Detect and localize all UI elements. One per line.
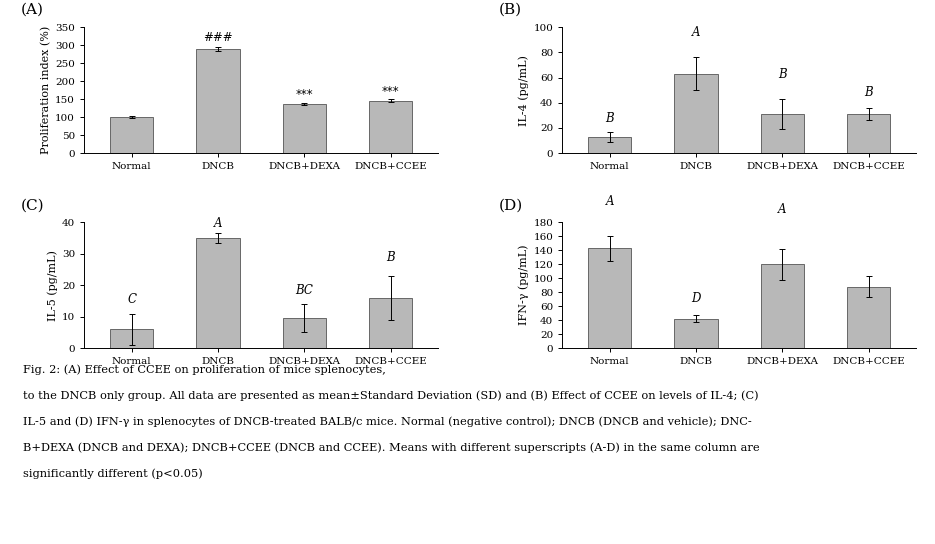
Text: A: A xyxy=(606,195,614,208)
Bar xyxy=(369,101,412,153)
Text: A: A xyxy=(214,217,223,230)
Bar xyxy=(588,137,631,153)
Y-axis label: Proliferation index (%): Proliferation index (%) xyxy=(41,26,51,154)
Bar xyxy=(761,114,804,153)
Text: BC: BC xyxy=(295,283,313,296)
Text: (B): (B) xyxy=(498,3,522,17)
Bar xyxy=(674,74,718,153)
Text: C: C xyxy=(127,293,137,306)
Text: (A): (A) xyxy=(21,3,43,17)
Bar xyxy=(674,319,718,348)
Text: IL-5 and (D) IFN-γ in splenocytes of DNCB-treated BALB/c mice. Normal (negative : IL-5 and (D) IFN-γ in splenocytes of DNC… xyxy=(23,417,752,427)
Y-axis label: IFN-γ (pg/mL): IFN-γ (pg/mL) xyxy=(519,245,529,325)
Text: B: B xyxy=(605,113,614,125)
Bar xyxy=(847,287,890,348)
Bar xyxy=(110,117,153,153)
Bar xyxy=(588,248,631,348)
Y-axis label: IL-5 (pg/mL): IL-5 (pg/mL) xyxy=(47,250,58,320)
Text: B: B xyxy=(865,86,873,99)
Text: Fig. 2: (A) Effect of CCEE on proliferation of mice splenocytes,: Fig. 2: (A) Effect of CCEE on proliferat… xyxy=(23,364,390,375)
Bar xyxy=(369,298,412,348)
Text: (C): (C) xyxy=(21,198,44,212)
Text: (D): (D) xyxy=(498,198,523,212)
Text: ***: *** xyxy=(295,88,313,101)
Bar xyxy=(282,104,326,153)
Text: A: A xyxy=(692,26,700,39)
Text: A: A xyxy=(778,203,786,216)
Text: significantly different (p<0.05): significantly different (p<0.05) xyxy=(23,469,203,479)
Bar xyxy=(282,318,326,348)
Text: ***: *** xyxy=(381,85,399,98)
Text: B: B xyxy=(778,69,786,81)
Bar xyxy=(196,49,239,153)
Bar xyxy=(847,114,890,153)
Text: to the DNCB only group. All data are presented as mean±Standard Deviation (SD) a: to the DNCB only group. All data are pre… xyxy=(23,391,759,401)
Bar xyxy=(761,264,804,348)
Text: B+DEXA (DNCB and DEXA); DNCB+CCEE (DNCB and CCEE). Means with different superscr: B+DEXA (DNCB and DEXA); DNCB+CCEE (DNCB … xyxy=(23,443,760,453)
Text: D: D xyxy=(691,292,700,305)
Text: ###: ### xyxy=(203,31,233,44)
Y-axis label: IL-4 (pg/mL): IL-4 (pg/mL) xyxy=(519,55,529,126)
Text: B: B xyxy=(386,251,396,264)
Bar xyxy=(110,329,153,348)
Bar xyxy=(196,238,239,348)
